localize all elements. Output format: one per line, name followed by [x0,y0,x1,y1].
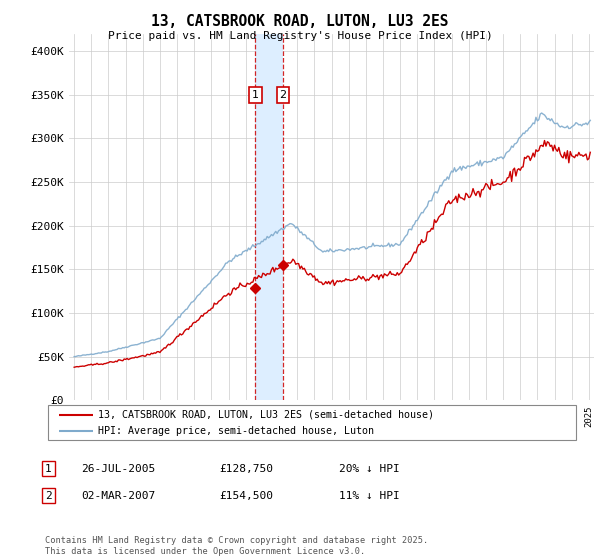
Text: Contains HM Land Registry data © Crown copyright and database right 2025.
This d: Contains HM Land Registry data © Crown c… [45,536,428,556]
Text: 1: 1 [45,464,52,474]
Text: Price paid vs. HM Land Registry's House Price Index (HPI): Price paid vs. HM Land Registry's House … [107,31,493,41]
Text: 13, CATSBROOK ROAD, LUTON, LU3 2ES (semi-detached house): 13, CATSBROOK ROAD, LUTON, LU3 2ES (semi… [98,409,434,419]
Bar [256,34,283,400]
Text: 02-MAR-2007: 02-MAR-2007 [81,491,155,501]
Text: 1: 1 [252,90,259,100]
Text: £128,750: £128,750 [219,464,273,474]
Text: 13, CATSBROOK ROAD, LUTON, LU3 2ES: 13, CATSBROOK ROAD, LUTON, LU3 2ES [151,14,449,29]
Text: £154,500: £154,500 [219,491,273,501]
FancyBboxPatch shape [48,405,576,440]
Text: 26-JUL-2005: 26-JUL-2005 [81,464,155,474]
Text: 20% ↓ HPI: 20% ↓ HPI [339,464,400,474]
Text: 11% ↓ HPI: 11% ↓ HPI [339,491,400,501]
Text: 2: 2 [45,491,52,501]
Text: HPI: Average price, semi-detached house, Luton: HPI: Average price, semi-detached house,… [98,426,374,436]
Text: 2: 2 [280,90,287,100]
